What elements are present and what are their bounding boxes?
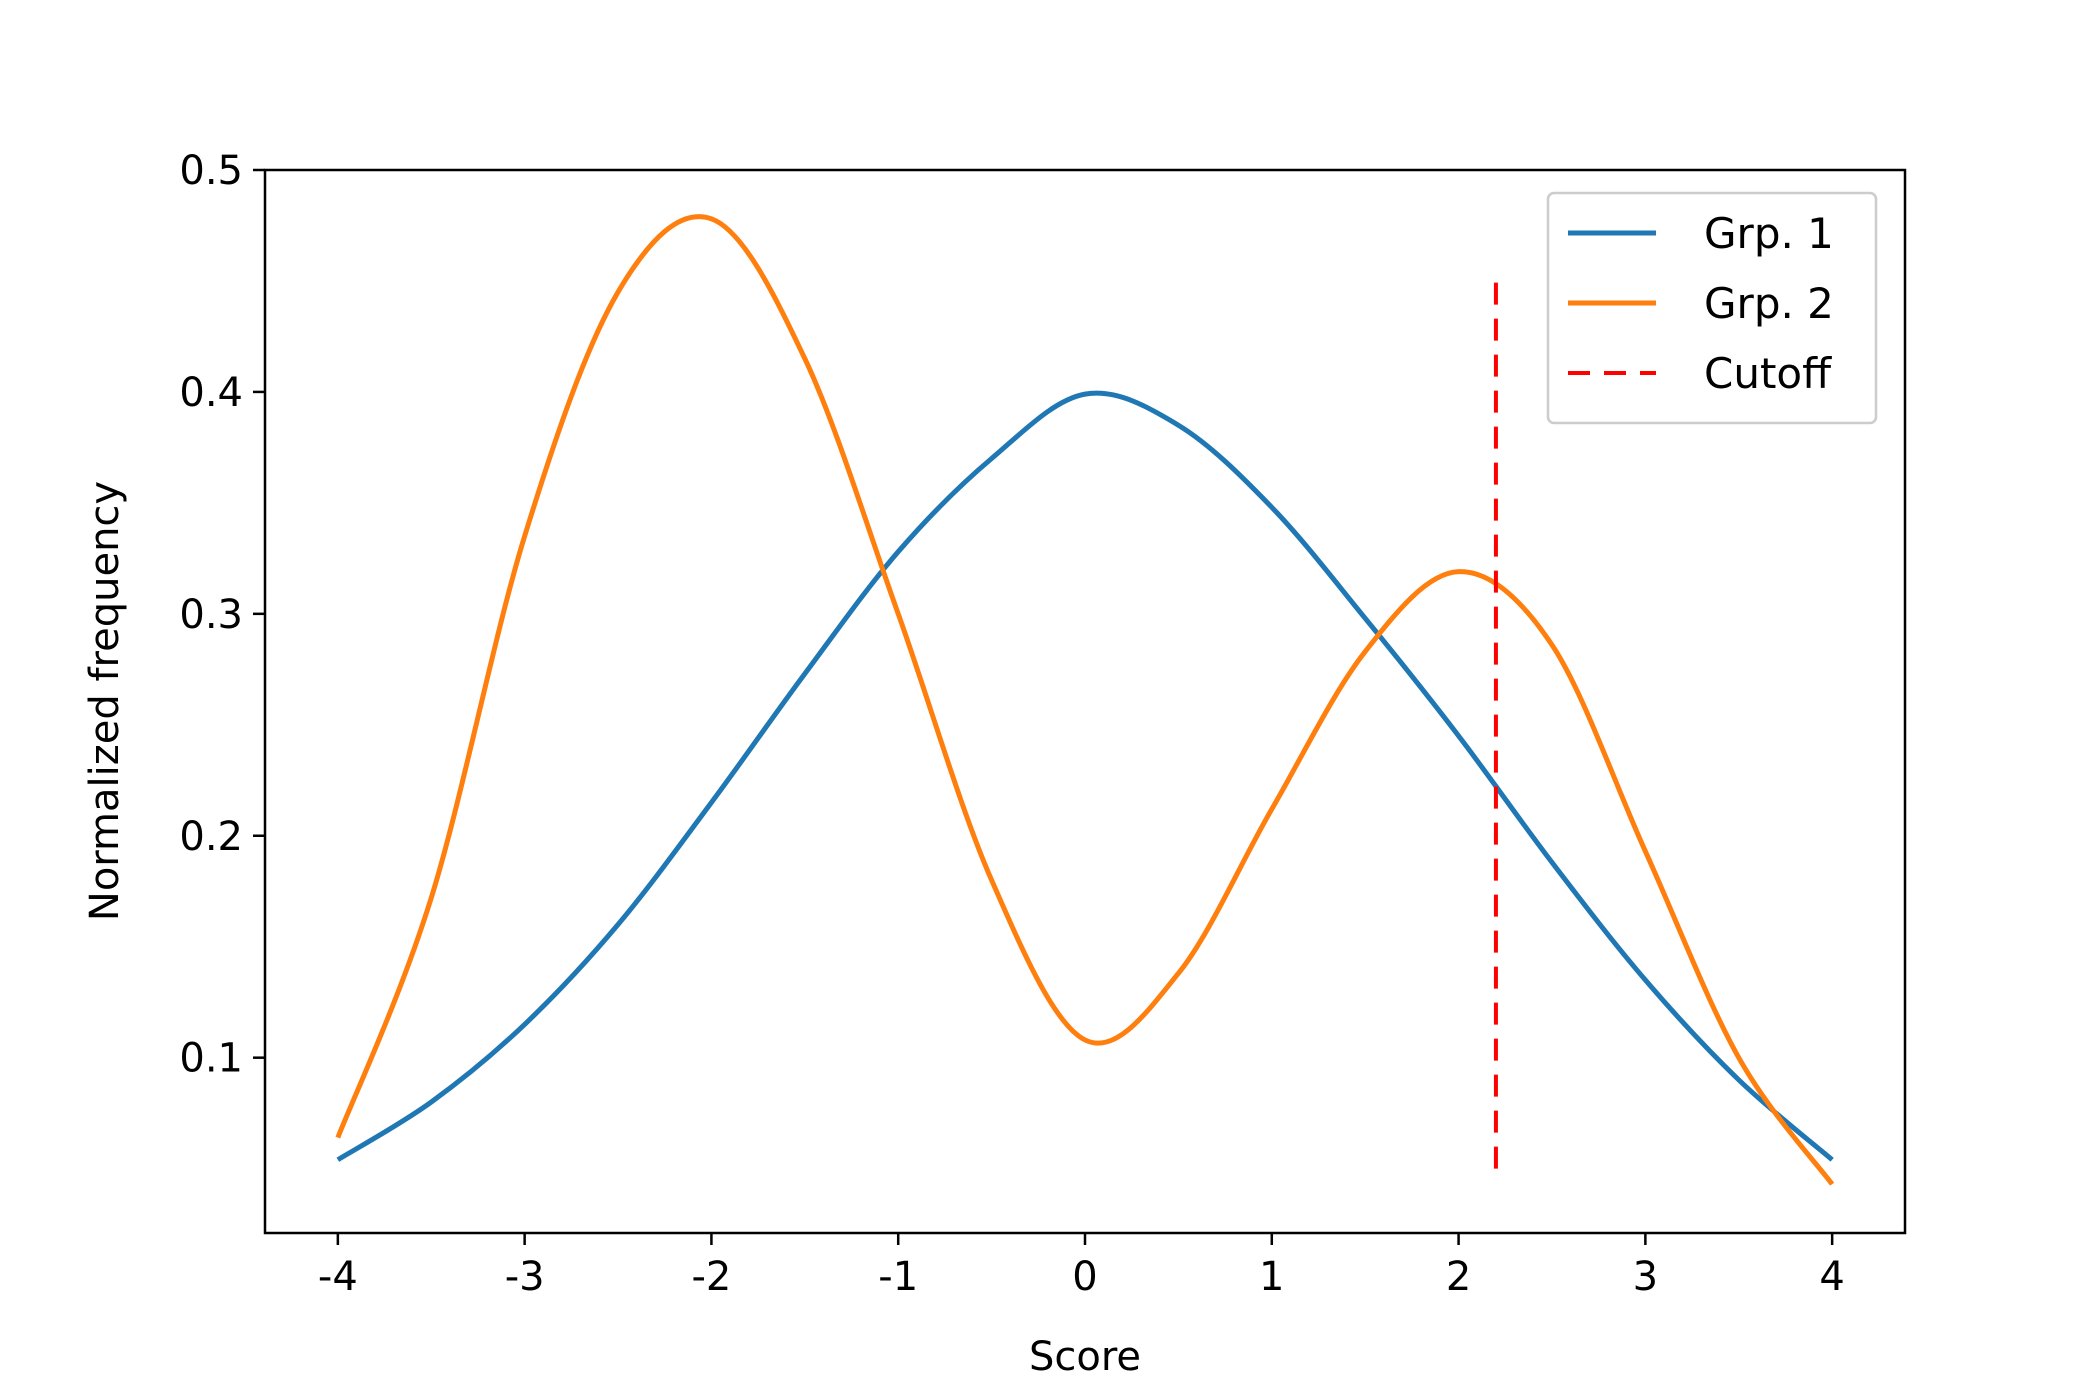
y-axis: 0.1 0.2 0.3 0.4 0.5: [179, 148, 265, 1082]
y-tick-label: 0.1: [179, 1036, 243, 1082]
y-axis-label: Normalized frequency: [82, 481, 128, 921]
x-tick-label: -3: [505, 1254, 545, 1300]
x-tick-label: -1: [878, 1254, 918, 1300]
series-line-1: [336, 390, 1834, 1162]
legend-label-1: Grp. 1: [1704, 209, 1834, 258]
y-tick-label: 0.4: [179, 370, 243, 416]
x-axis: -4 -3 -2 -1 0 1 2 3 4: [318, 1233, 1845, 1300]
x-axis-label: Score: [1029, 1334, 1141, 1380]
legend-box: [1546, 191, 1878, 425]
x-tick-label: -2: [691, 1254, 731, 1300]
x-tick-label: 4: [1819, 1254, 1844, 1300]
legend: Grp. 1 Grp. 2 Cutoff: [1546, 191, 1878, 425]
y-tick-label: 0.2: [179, 814, 243, 860]
x-tick-label: 2: [1446, 1254, 1471, 1300]
legend-label-3: Cutoff: [1704, 349, 1832, 398]
y-tick-label: 0.3: [179, 592, 243, 638]
y-tick-label: 0.5: [179, 148, 243, 194]
series-layer: [335, 214, 1835, 1186]
x-tick-label: 0: [1072, 1254, 1097, 1300]
x-tick-label: -4: [318, 1254, 358, 1300]
x-tick-label: 1: [1259, 1254, 1284, 1300]
x-tick-label: 3: [1633, 1254, 1658, 1300]
legend-label-2: Grp. 2: [1704, 279, 1834, 328]
series-line-2: [335, 214, 1835, 1186]
